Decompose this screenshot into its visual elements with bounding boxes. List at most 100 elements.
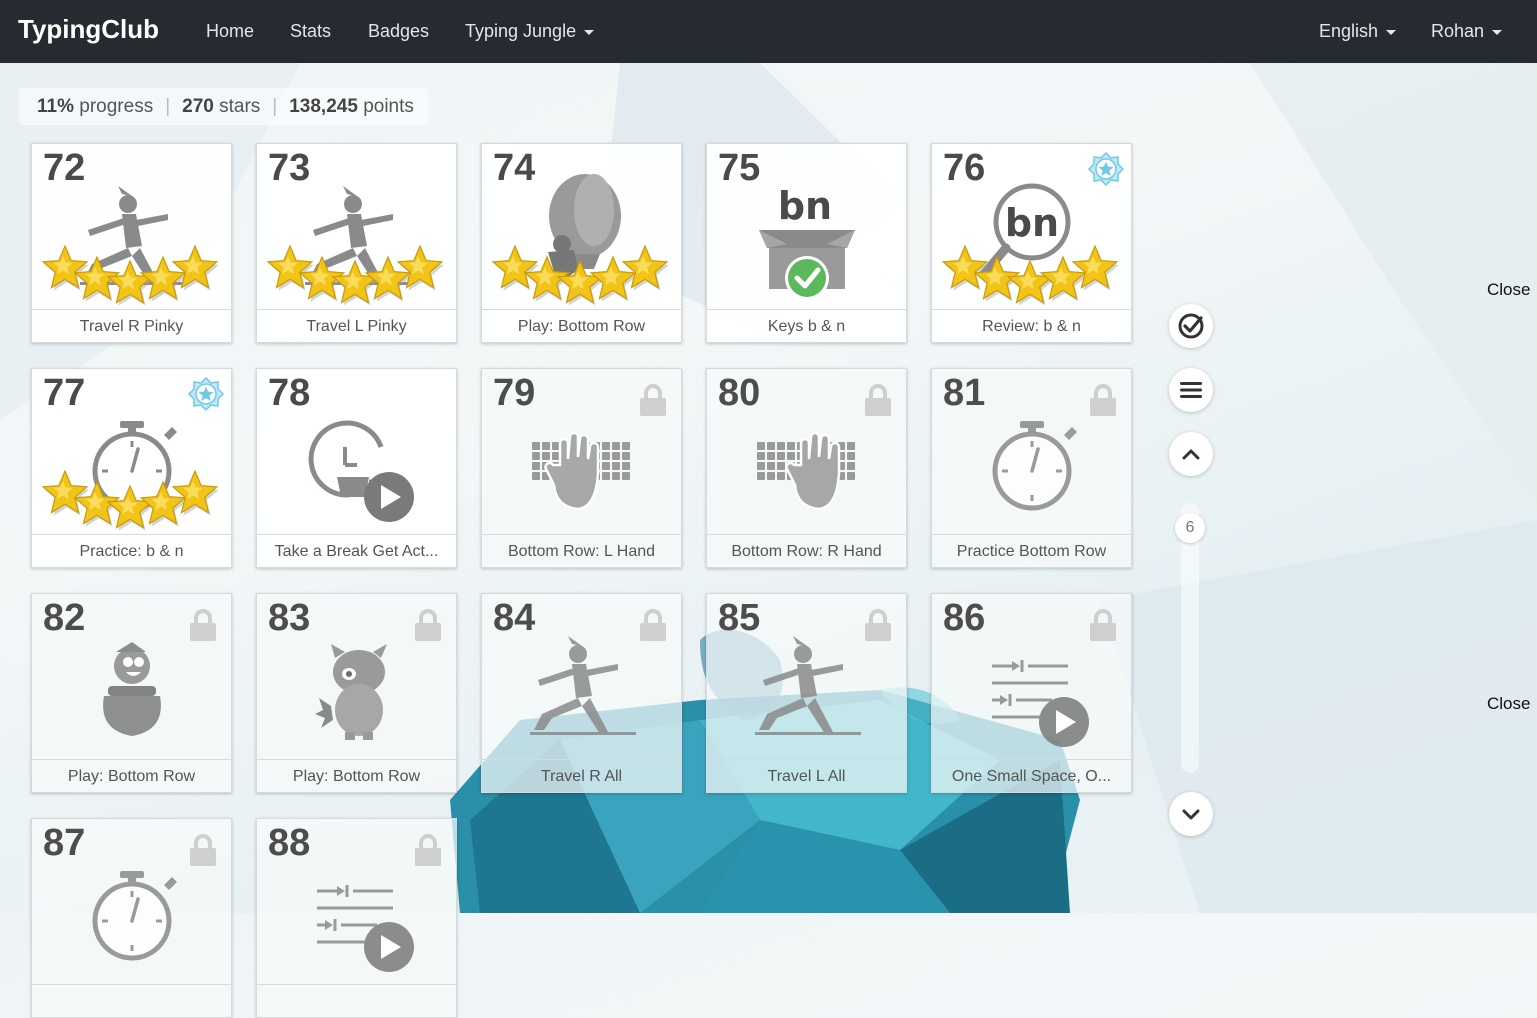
chevron-down-icon xyxy=(1492,29,1503,35)
divider: | xyxy=(165,95,171,117)
lesson-title xyxy=(32,984,231,1017)
lesson-number: 84 xyxy=(493,597,536,639)
lesson-illustration xyxy=(315,644,387,740)
text-video-icon xyxy=(992,660,1089,747)
lesson-tile[interactable]: bn 75 Keys b & n xyxy=(706,143,907,343)
box-check-icon: bn xyxy=(759,184,855,300)
lesson-illustration xyxy=(757,431,855,511)
page-scroll-track[interactable] xyxy=(1181,503,1199,773)
language-dropdown[interactable]: English xyxy=(1319,21,1397,42)
lesson-number: 81 xyxy=(943,372,986,414)
monster-character-icon xyxy=(315,644,387,740)
lesson-illustration xyxy=(103,642,161,736)
lesson-tile[interactable]: 84 Travel R All xyxy=(481,593,682,793)
warrior-pose-icon xyxy=(755,636,861,735)
lesson-illustration xyxy=(308,420,414,522)
menu-icon xyxy=(1180,382,1202,398)
nav-typing-jungle-label: Typing Jungle xyxy=(465,21,577,41)
lesson-tile[interactable]: 78 Take a Break Get Act... xyxy=(256,368,457,568)
lesson-illustration xyxy=(532,431,630,511)
close-link[interactable]: Close xyxy=(1487,280,1531,299)
lesson-tile[interactable]: 87 xyxy=(31,818,232,1018)
balloon-game-icon xyxy=(548,174,621,278)
lesson-tile[interactable]: 73 Travel L Pinky xyxy=(256,143,457,343)
lesson-title xyxy=(257,984,456,1017)
lesson-tile[interactable]: 86 One Small Space, O... xyxy=(931,593,1132,793)
lesson-tile[interactable]: 83 Play: Bottom Row xyxy=(256,593,457,793)
chevron-down-icon xyxy=(584,29,595,35)
scroll-up-button[interactable] xyxy=(1169,432,1213,476)
points-count: 138,245 xyxy=(289,95,358,117)
lesson-tile[interactable]: 81 Practice Bottom Row xyxy=(931,368,1132,568)
lesson-title: Travel L All xyxy=(707,759,906,792)
lesson-title: Play: Bottom Row xyxy=(32,759,231,792)
lesson-title: Take a Break Get Act... xyxy=(257,534,456,567)
lesson-tile[interactable]: 74 Play: Bottom Row xyxy=(481,143,682,343)
lesson-tile[interactable]: 80 Bottom Row: R Hand xyxy=(706,368,907,568)
lesson-tile[interactable]: 88 xyxy=(256,818,457,1018)
lock-icon xyxy=(640,609,666,641)
lesson-number: 75 xyxy=(718,147,761,189)
brand-logo[interactable]: TypingClub xyxy=(18,14,160,44)
lesson-number: 86 xyxy=(943,597,986,639)
lesson-illustration xyxy=(266,186,444,306)
user-dropdown[interactable]: Rohan xyxy=(1431,21,1503,42)
progress-percent: 11% xyxy=(37,95,74,117)
stars-count: 270 xyxy=(182,95,214,117)
lesson-illustration xyxy=(491,174,669,306)
break-video-icon xyxy=(308,420,414,522)
keyboard-left-hand-icon xyxy=(532,431,630,511)
pot-character-icon xyxy=(103,642,161,736)
lesson-tile[interactable]: 77 Practice: b & n xyxy=(31,368,232,568)
svg-text:bn: bn xyxy=(778,184,832,228)
lesson-number: 85 xyxy=(718,597,761,639)
chevron-down-icon xyxy=(1386,29,1397,35)
lock-icon xyxy=(1090,609,1116,641)
page-scroll-thumb[interactable]: 6 xyxy=(1175,513,1205,543)
lesson-number: 88 xyxy=(268,822,311,864)
badge-icon xyxy=(1087,151,1125,187)
lock-icon xyxy=(190,834,216,866)
lesson-title: Travel R Pinky xyxy=(32,309,231,342)
lesson-illustration xyxy=(992,660,1089,747)
lesson-tile[interactable]: 72 Travel R Pinky xyxy=(31,143,232,343)
lesson-title: One Small Space, O... xyxy=(932,759,1131,792)
progress-summary: 11% progress | 270 stars | 138,245 point… xyxy=(19,88,428,125)
lesson-title: Play: Bottom Row xyxy=(257,759,456,792)
lesson-number: 72 xyxy=(43,147,86,189)
lesson-number: 79 xyxy=(493,372,536,414)
progress-label: progress xyxy=(79,95,154,117)
lesson-tile[interactable]: bn 76 Review: b & n xyxy=(931,143,1132,343)
lesson-title: Travel L Pinky xyxy=(257,309,456,342)
lock-icon xyxy=(640,384,666,416)
lesson-illustration xyxy=(992,421,1077,511)
chevron-down-icon xyxy=(1182,809,1200,820)
lesson-illustration xyxy=(41,421,219,531)
lesson-number: 74 xyxy=(493,147,536,189)
stopwatch-icon xyxy=(92,871,177,961)
nav-typing-jungle-dropdown[interactable]: Typing Jungle xyxy=(465,21,595,42)
language-label: English xyxy=(1319,21,1379,41)
lesson-number: 87 xyxy=(43,822,86,864)
lock-icon xyxy=(865,384,891,416)
lesson-tile[interactable]: 82 Play: Bottom Row xyxy=(31,593,232,793)
nav-home[interactable]: Home xyxy=(206,21,255,41)
text-video-icon xyxy=(317,885,414,972)
lesson-tile[interactable]: 79 Bottom Row: L Hand xyxy=(481,368,682,568)
lesson-tile[interactable]: 85 Travel L All xyxy=(706,593,907,793)
lesson-number: 77 xyxy=(43,372,86,414)
lesson-title: Travel R All xyxy=(482,759,681,792)
lock-icon xyxy=(865,609,891,641)
check-progress-button[interactable] xyxy=(1169,304,1213,348)
close-link[interactable]: Close xyxy=(1487,694,1531,713)
divider: | xyxy=(272,95,278,117)
svg-text:bn: bn xyxy=(1005,201,1059,245)
nav-stats[interactable]: Stats xyxy=(290,21,332,41)
menu-button[interactable] xyxy=(1169,368,1213,412)
lesson-number: 80 xyxy=(718,372,761,414)
lesson-number: 78 xyxy=(268,372,311,414)
scroll-down-button[interactable] xyxy=(1169,792,1213,836)
nav-badges[interactable]: Badges xyxy=(368,21,430,41)
lesson-title: Practice Bottom Row xyxy=(932,534,1131,567)
lesson-number: 83 xyxy=(268,597,311,639)
